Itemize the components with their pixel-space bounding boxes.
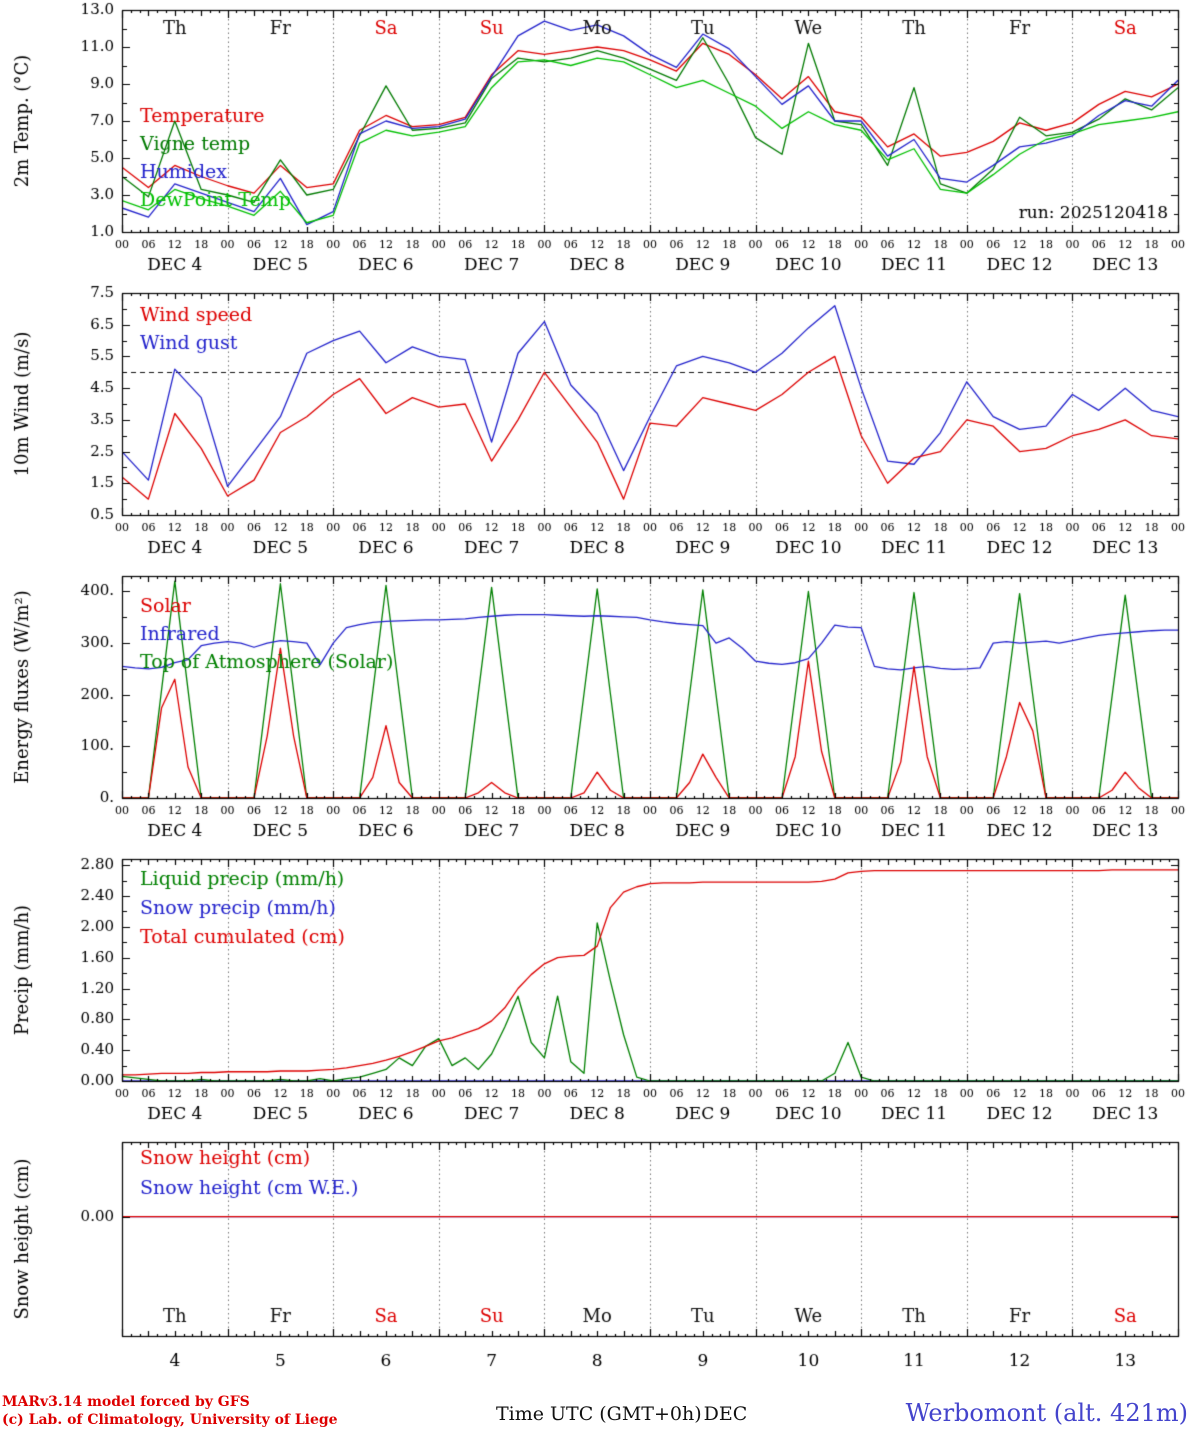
model-credit-line2: (c) Lab. of Climatology, University of L… [2, 1411, 338, 1428]
precipitation-panel [0, 851, 1194, 1134]
model-credit: MARv3.14 model forced by GFS (c) Lab. of… [2, 1394, 338, 1429]
energy-flux-panel [0, 568, 1194, 851]
x-axis-title: Time UTC (GMT+0h) DEC [496, 1403, 747, 1429]
month-label: DEC [703, 1403, 748, 1425]
model-credit-line1: MARv3.14 model forced by GFS [2, 1394, 250, 1410]
wind-panel [0, 285, 1194, 568]
footer: MARv3.14 model forced by GFS (c) Lab. of… [0, 1389, 1194, 1435]
snow-height-panel [0, 1134, 1194, 1389]
station-label: Werbomont (alt. 421m) [905, 1399, 1188, 1427]
temperature-panel [0, 0, 1194, 285]
time-axis-label: Time UTC (GMT+0h) [495, 1403, 702, 1425]
